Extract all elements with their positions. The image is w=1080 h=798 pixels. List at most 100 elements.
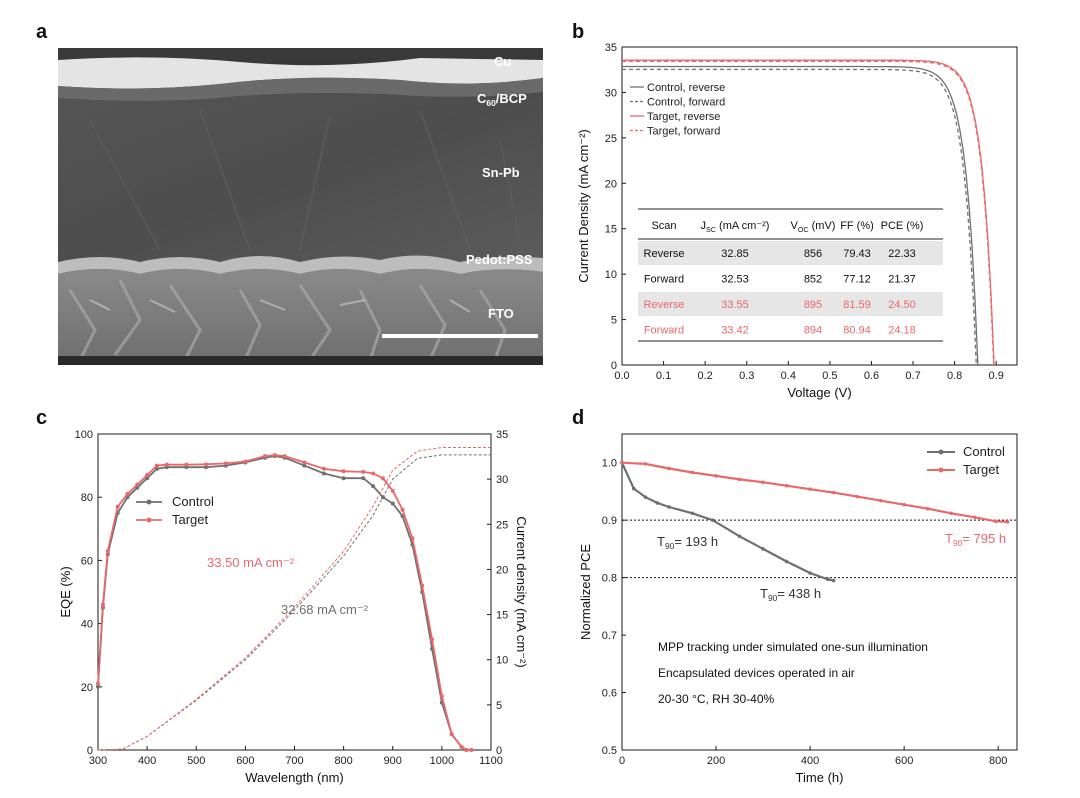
- cu-layer: [58, 57, 543, 89]
- legend-label: Target: [172, 512, 209, 527]
- t90-annotation: T90= 193 h: [657, 534, 718, 551]
- x-tick-label: 0.0: [614, 370, 629, 382]
- y-tick-label: 0: [87, 745, 93, 757]
- panel-d-letter: d: [572, 407, 584, 429]
- y2-tick-label: 10: [496, 655, 508, 667]
- table-cell: 24.50: [888, 299, 916, 311]
- legend-label: Control: [963, 444, 1005, 459]
- jv-chart: 0.0 0.1 0.2 0.3 0.4 0.5 0.6 0.7 0.8 0.9 0 5 10 15 20 25…: [576, 42, 1018, 400]
- y-tick-label: 100: [75, 429, 93, 441]
- table-cell: 856: [804, 248, 822, 260]
- eqe-point-target: [341, 469, 346, 474]
- snpb-layer: [58, 92, 543, 262]
- pce-point-target: [925, 506, 930, 511]
- eqe-point-control: [341, 476, 346, 481]
- eqe-point-target: [100, 602, 105, 607]
- table-cell: 33.55: [721, 299, 749, 311]
- y-tick-label: 10: [605, 269, 617, 281]
- eqe-point-target: [184, 462, 189, 467]
- x-tick-label: 0.6: [864, 370, 879, 382]
- eqe-point-target: [154, 463, 159, 468]
- eqe-point-control: [390, 501, 395, 506]
- eqe-point-control: [302, 463, 307, 468]
- table-cell: Reverse: [644, 299, 685, 311]
- plot-frame: [621, 433, 1018, 751]
- table-cell: 32.85: [721, 248, 749, 260]
- eqe-point-control: [361, 476, 366, 481]
- sem-image: [58, 48, 543, 365]
- sem-layer-label: Cu: [494, 54, 511, 69]
- pce-point-control: [631, 486, 636, 491]
- t90-annotation: T90= 438 h: [760, 586, 821, 603]
- y-tick-label: 0.5: [602, 745, 617, 757]
- eqe-point-target: [420, 583, 425, 588]
- eqe-point-control: [321, 471, 326, 476]
- y-tick-label: 0.9: [602, 515, 617, 527]
- x-tick-label: 0.2: [698, 370, 713, 382]
- pce-point-target: [643, 462, 648, 466]
- eqe-point-control: [371, 484, 376, 489]
- pce-point-target: [761, 480, 765, 485]
- pce-point-control: [761, 547, 765, 551]
- x-tick-label: 400: [801, 755, 819, 767]
- table-header: FF (%): [840, 220, 874, 232]
- pce-point-target: [714, 474, 718, 478]
- x-tick-label: 300: [89, 755, 107, 767]
- pce-point-target: [784, 483, 789, 488]
- jv-curve-control-solid: [622, 65, 979, 366]
- y-axis-label: Normalized PCE: [578, 544, 593, 640]
- t90-annotation: T90= 795 h: [945, 531, 1006, 548]
- eqe-point-control: [204, 465, 209, 470]
- eqe-point-target: [282, 454, 287, 459]
- y-tick-label: 25: [605, 133, 617, 145]
- eqe-point-target: [439, 694, 444, 699]
- y-tick-label: 30: [605, 87, 617, 99]
- pce-point-target: [737, 477, 742, 482]
- legend-marker: [146, 499, 152, 505]
- x-tick-label: 0.5: [822, 370, 837, 382]
- table-cell: 81.59: [843, 299, 871, 311]
- table-cell: Reverse: [644, 248, 685, 260]
- x-tick-label: 0: [619, 755, 625, 767]
- y2-axis-label: Current density (mA cm⁻²): [514, 516, 529, 667]
- pce-point-control: [826, 577, 830, 582]
- x-tick-label: 500: [187, 755, 205, 767]
- eqe-line-target-left: [97, 454, 472, 751]
- eqe-point-target: [204, 462, 209, 467]
- x-tick-label: 200: [707, 755, 725, 767]
- table-cell: 33.42: [721, 325, 749, 337]
- y-axis-label: Current Density (mA cm⁻²): [576, 129, 591, 283]
- eqe-line-target-right: [97, 447, 491, 751]
- pce-point-control: [710, 518, 715, 522]
- eqe-point-target: [263, 454, 268, 459]
- table-cell: Forward: [644, 274, 684, 286]
- eqe-point-target: [371, 471, 376, 476]
- y2-tick-label: 25: [496, 519, 508, 531]
- pedot-layer: [58, 255, 543, 274]
- condition-note: MPP tracking under simulated one-sun ill…: [658, 640, 928, 654]
- eqe-point-target: [430, 637, 435, 642]
- x-tick-label: 600: [236, 755, 254, 767]
- x-tick-label: 900: [384, 755, 402, 767]
- eqe-point-target: [164, 462, 169, 467]
- c60-bcp-layer: [58, 77, 543, 101]
- sem-layer-label: C60/BCP: [477, 91, 527, 108]
- panel-c-letter: c: [36, 407, 47, 429]
- legend-label: Control: [172, 494, 214, 509]
- jv-curve-target-dashed: [622, 60, 995, 366]
- eqe-point-target: [302, 460, 307, 465]
- table-cell: 894: [804, 325, 822, 337]
- eqe-point-target: [410, 536, 415, 541]
- table-cell: 32.53: [721, 274, 749, 286]
- y-tick-label: 20: [605, 178, 617, 190]
- x-tick-label: 0.8: [947, 370, 962, 382]
- y-tick-label: 35: [605, 42, 617, 54]
- eqe-point-target: [115, 504, 120, 509]
- x-axis-label: Voltage (V): [787, 385, 851, 400]
- sem-layer-label: FTO: [488, 306, 514, 321]
- x-tick-label: 0.7: [905, 370, 920, 382]
- legend-marker: [146, 517, 152, 523]
- plot-frame: [97, 433, 492, 751]
- eqe-point-target: [145, 473, 150, 478]
